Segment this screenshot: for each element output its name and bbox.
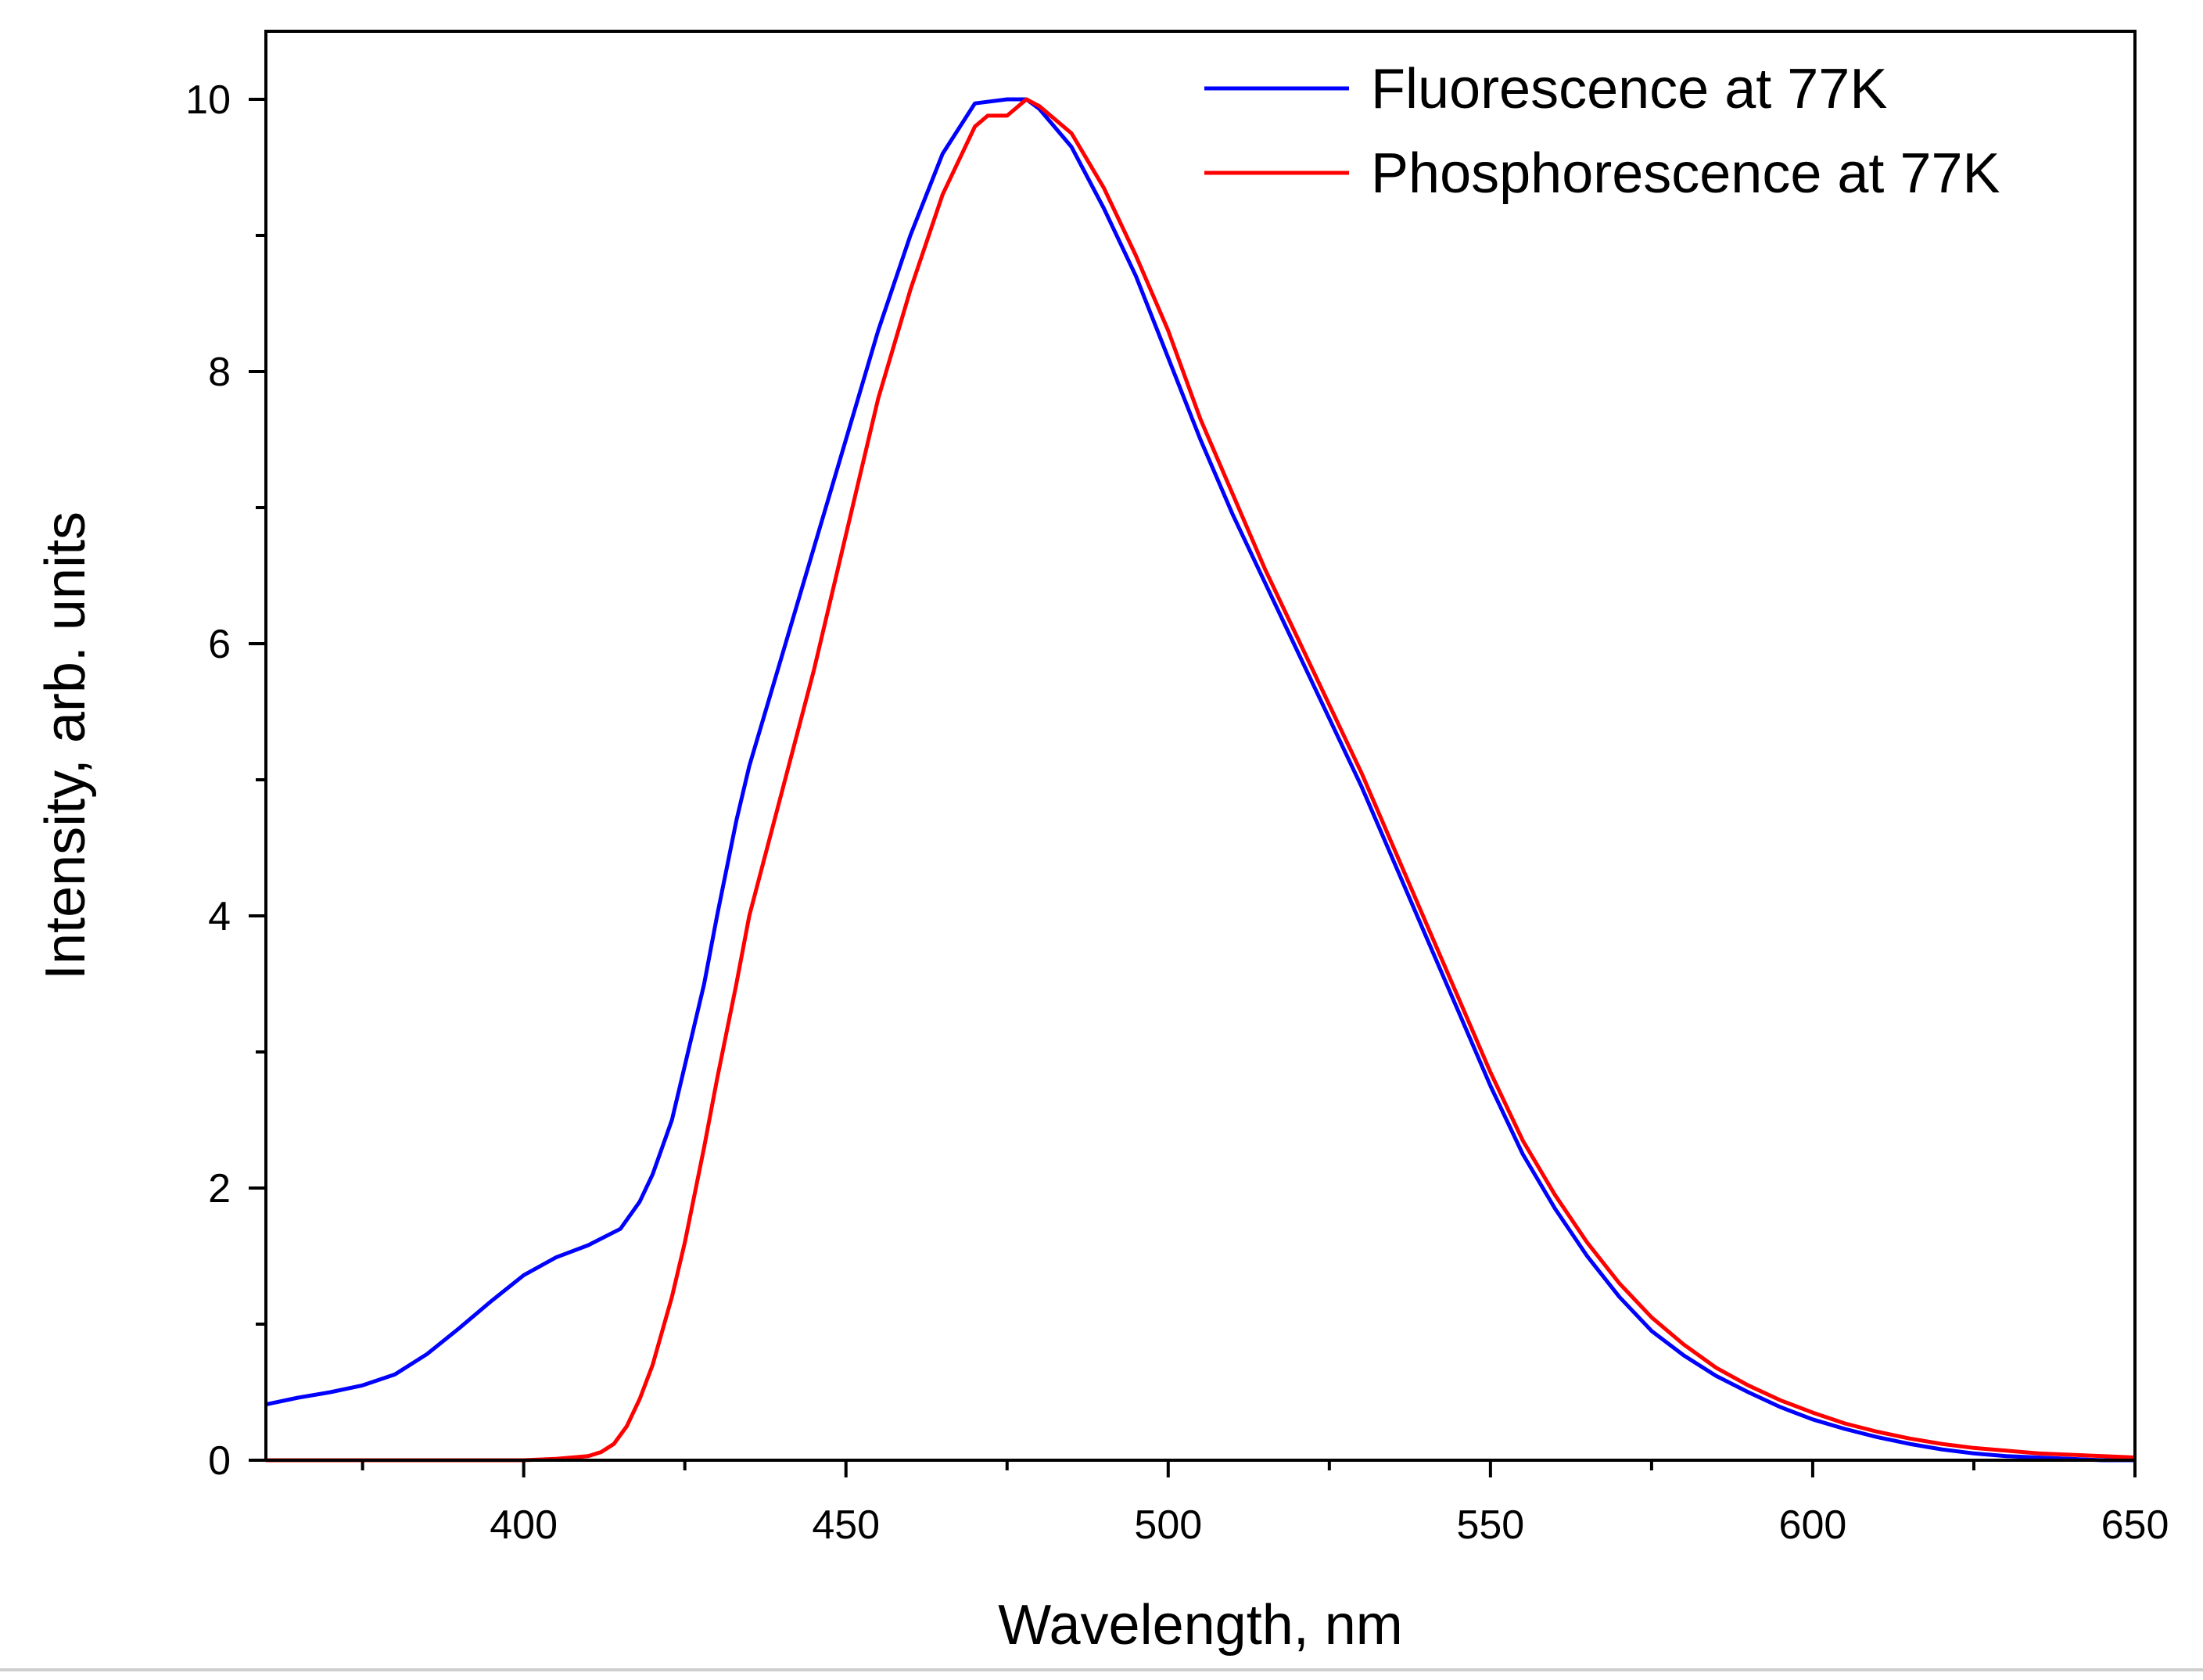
series-line-phosphorescence xyxy=(266,97,2136,1463)
y-tick-label: 2 xyxy=(208,1166,231,1212)
plot-frame xyxy=(264,30,2137,1462)
legend-label-fluorescence: Fluorescence at 77K xyxy=(1371,58,1887,120)
x-tick-label: 450 xyxy=(812,1502,880,1548)
x-tick-label: 500 xyxy=(1134,1502,1202,1548)
x-tick-label: 650 xyxy=(2101,1502,2169,1548)
legend-label-phosphorescence: Phosphorescence at 77K xyxy=(1371,142,2000,205)
legend: Fluorescence at 77K Phosphorescence at 77… xyxy=(1204,58,2000,205)
x-axis-ticks: 400 450 500 550 600 650 xyxy=(361,1460,2169,1548)
series-layer xyxy=(265,97,2136,1463)
y-tick-label: 8 xyxy=(208,350,231,395)
y-tick-label: 0 xyxy=(208,1438,231,1484)
y-tick-label: 4 xyxy=(208,894,231,939)
x-tick-label: 400 xyxy=(490,1502,558,1548)
y-axis-title: Intensity, arb. units xyxy=(34,512,97,980)
series-line-fluorescence xyxy=(265,97,2135,1463)
x-axis-title: Wavelength, nm xyxy=(998,1594,1403,1657)
y-tick-label: 6 xyxy=(208,622,231,667)
x-tick-label: 600 xyxy=(1779,1502,1847,1548)
y-axis-ticks: 0 2 4 6 8 10 xyxy=(185,77,266,1484)
y-tick-label: 10 xyxy=(185,77,231,123)
x-tick-label: 550 xyxy=(1456,1502,1524,1548)
